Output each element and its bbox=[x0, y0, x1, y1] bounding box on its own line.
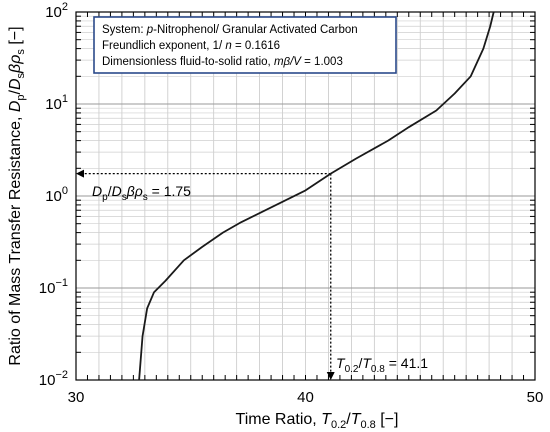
x-tick-label: 30 bbox=[68, 389, 85, 406]
x-axis-title: Time Ratio, T0.2/T0.8 [−] bbox=[236, 411, 399, 431]
info-line-system: System: p-Nitrophenol/ Granular Activate… bbox=[102, 24, 358, 36]
plot-frame bbox=[75, 11, 536, 381]
y-tick-label: 101 bbox=[45, 93, 68, 113]
info-line-ratio: Dimensionless fluid-to-solid ratio, mβ/V… bbox=[102, 56, 343, 68]
info-line-freundlich: Freundlich exponent, 1/ n = 0.1616 bbox=[102, 40, 280, 52]
x-tick-labels: 30 40 50 bbox=[68, 389, 544, 406]
y-tick-label: 100 bbox=[45, 185, 68, 205]
y-tick-label: 10−2 bbox=[39, 369, 68, 389]
x-tick-label: 50 bbox=[527, 389, 544, 406]
y-axis-title: Ratio of Mass Transfer Resistance, Dp/Ds… bbox=[7, 26, 27, 365]
info-box: System: p-Nitrophenol/ Granular Activate… bbox=[93, 16, 397, 74]
annotation-dp-ds-ratio: Dp/Dsβρs = 1.75 bbox=[92, 183, 191, 203]
annotation-time-ratio: T0.2/T0.8 = 41.1 bbox=[336, 355, 428, 375]
y-tick-label: 102 bbox=[45, 1, 68, 21]
y-tick-labels: 10−2 10−1 100 101 102 bbox=[39, 1, 68, 389]
x-tick-label: 40 bbox=[297, 389, 314, 406]
y-tick-label: 10−1 bbox=[39, 277, 68, 297]
info-box-border bbox=[93, 16, 397, 74]
series-line bbox=[138, 11, 495, 381]
minor-ticks bbox=[76, 12, 535, 380]
